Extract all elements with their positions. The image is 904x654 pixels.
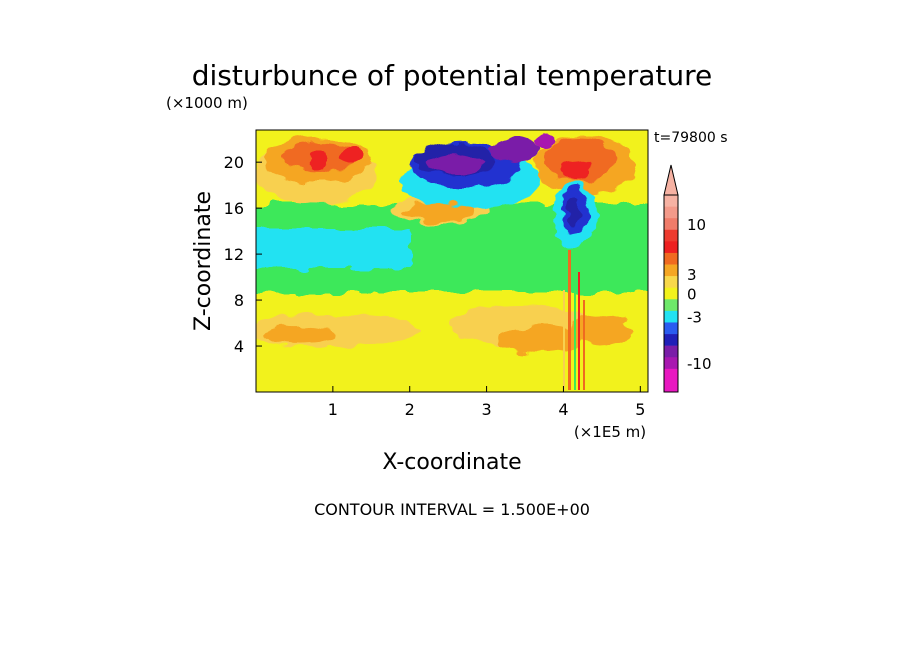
z-unit-label: (×1000 m): [166, 94, 248, 112]
y-axis: 4 8 12 16 20: [224, 153, 262, 356]
colorbar-level-0: [664, 195, 678, 207]
colorbar-level-7: [664, 276, 678, 289]
chart-title: disturbunce of potential temperature: [192, 59, 713, 92]
colorbar-label-0: 10: [687, 216, 706, 234]
plume-streak-5: [583, 300, 585, 390]
contour-interval-text: CONTOUR INTERVAL = 1.500E+00: [314, 500, 590, 519]
colorbar-frame: [663, 194, 679, 393]
plume-streak-4: [563, 290, 565, 390]
field-top-red-2: [342, 146, 362, 164]
field-band-yellow-mid: [256, 268, 648, 290]
colorbar-level-2: [664, 218, 678, 231]
colorbar-level-14: [664, 357, 678, 370]
field-gold-low-1: [256, 314, 420, 346]
colorbar-label-4: -10: [687, 355, 712, 373]
colorbar-arrow-top: [663, 164, 679, 196]
y-tick-label-1: 8: [234, 291, 244, 310]
heatmap-field: [256, 130, 648, 392]
colorbar-level-5: [664, 252, 678, 265]
colorbar: 10 3 0 -3 -10: [663, 164, 712, 393]
colorbar-label-2: 0: [687, 286, 697, 304]
x-tick-label-1: 2: [405, 400, 415, 419]
y-tick-label-3: 16: [224, 199, 244, 218]
field-band-cyan: [256, 228, 410, 270]
colorbar-level-15: [664, 368, 678, 381]
time-label: t=79800 s: [654, 130, 728, 146]
plume-streak-2: [574, 262, 576, 390]
x-unit-label: (×1E5 m): [574, 423, 646, 441]
colorbar-level-1: [664, 206, 678, 219]
field-orange-low-1: [500, 326, 580, 354]
colorbar-level-12: [664, 334, 678, 346]
plume-streak-3: [578, 272, 580, 390]
x-tick-label-4: 5: [635, 400, 645, 419]
field-orange-low-3: [265, 327, 335, 343]
colorbar-level-6: [664, 264, 678, 277]
colorbar-level-11: [664, 322, 678, 335]
x-tick-label-0: 1: [328, 400, 338, 419]
plume-streak-1: [568, 250, 571, 390]
colorbar-level-13: [664, 345, 678, 358]
colorbar-level-4: [664, 241, 678, 254]
plot-frame: [255, 129, 649, 393]
y-tick-label-4: 20: [224, 153, 244, 172]
field-top-purple: [429, 155, 481, 175]
x-tick-label-2: 3: [481, 400, 491, 419]
field-plume-streaks: [563, 250, 585, 390]
x-axis: 1 2 3 4 5: [328, 386, 645, 419]
colorbar-level-8: [664, 287, 678, 300]
field-plume-navy: [566, 196, 580, 224]
field-top-magenta-right: [535, 132, 555, 148]
colorbar-label-3: -3: [687, 309, 702, 327]
y-axis-label: Z-coordinate: [191, 191, 216, 331]
field-top-purple-2: [491, 136, 539, 164]
colorbar-level-16: [664, 380, 678, 393]
colorbar-level-3: [664, 229, 678, 242]
x-tick-label-3: 4: [558, 400, 568, 419]
field-top-red-right: [561, 160, 589, 180]
x-axis-label: X-coordinate: [382, 450, 521, 475]
colorbar-level-9: [664, 299, 678, 312]
field-top-red-1: [308, 152, 328, 168]
colorbar-level-10: [664, 310, 678, 323]
field-mid-gold: [404, 202, 476, 222]
colorbar-label-1: 3: [687, 266, 697, 284]
y-tick-label-0: 4: [234, 337, 244, 356]
y-tick-label-2: 12: [224, 245, 244, 264]
